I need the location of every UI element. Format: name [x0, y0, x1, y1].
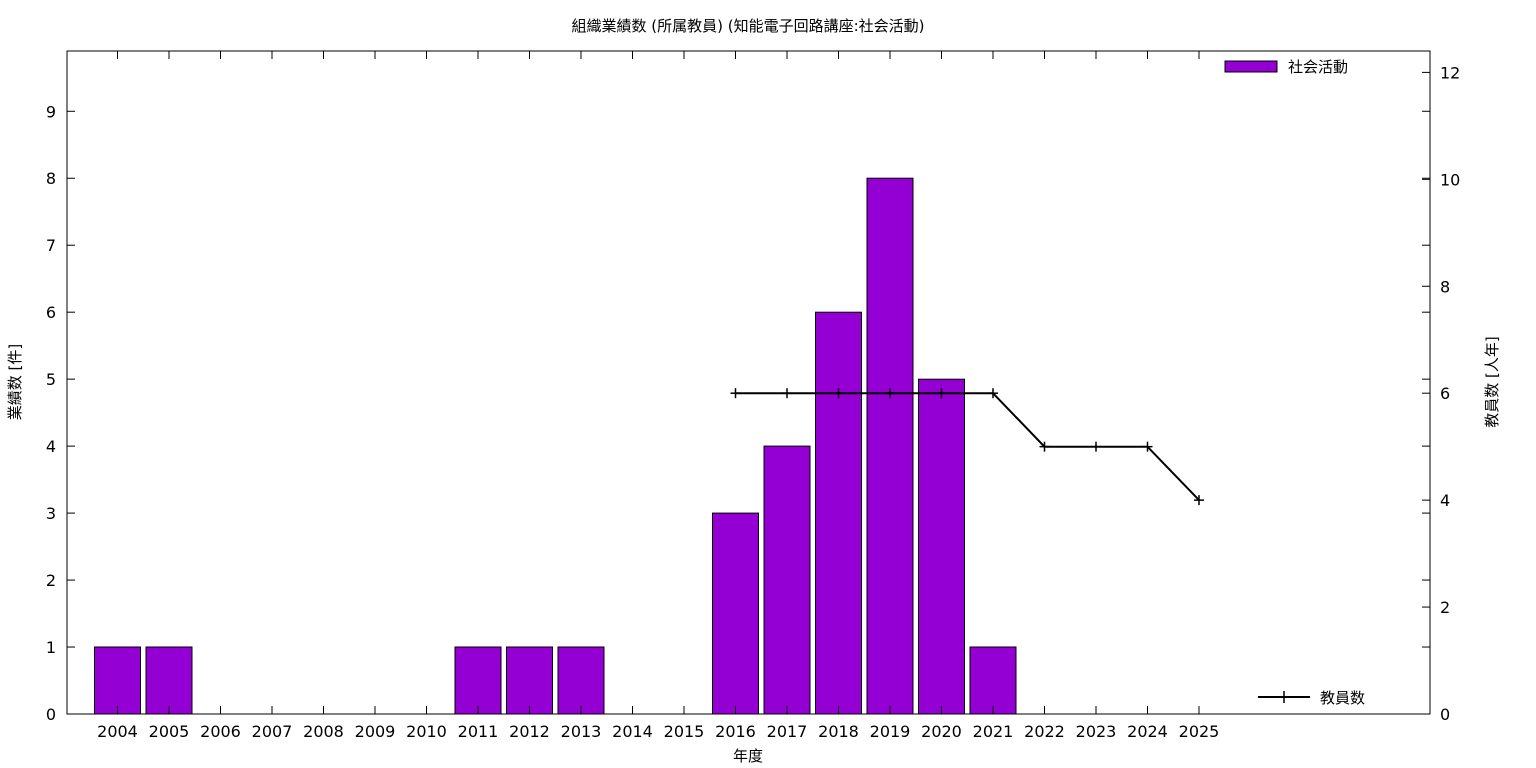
chart-title: 組織業績数 (所属教員) (知能電子回路講座:社会活動) — [571, 17, 924, 35]
bar-group — [94, 177, 1017, 715]
bar-2017 — [763, 445, 811, 715]
legend-bar-label: 社会活動 — [1288, 58, 1348, 76]
y2-tick-label-0: 0 — [1440, 705, 1450, 724]
x-tick-label-2023: 2023 — [1076, 722, 1117, 741]
x-tick-label-2016: 2016 — [715, 722, 756, 741]
bar-2005 — [145, 646, 193, 715]
y2-tick-label-2: 2 — [1440, 598, 1450, 617]
y-tick-label-7: 7 — [46, 236, 56, 255]
teacher-line — [735, 392, 1200, 501]
bar-2016 — [712, 512, 759, 715]
x-tick-label-2008: 2008 — [303, 722, 344, 741]
x-tick-label-2019: 2019 — [870, 722, 911, 741]
bar-2012 — [506, 646, 553, 715]
bar-2013 — [557, 646, 605, 715]
legend-bar: 社会活動 — [1224, 58, 1348, 76]
y-tick-label-4: 4 — [46, 437, 56, 456]
bar-2004 — [94, 646, 141, 715]
y-tick-label-2: 2 — [46, 571, 56, 590]
x-tick-label-2020: 2020 — [921, 722, 962, 741]
y-tick-label-8: 8 — [46, 169, 56, 188]
bar-2021 — [969, 646, 1017, 715]
legend-bar-swatch — [1224, 60, 1278, 73]
x-tick-label-2006: 2006 — [200, 722, 241, 741]
y-tick-label-6: 6 — [46, 303, 56, 322]
bar-2018 — [815, 311, 862, 715]
y-tick-label-5: 5 — [46, 370, 56, 389]
x-tick-label-2014: 2014 — [612, 722, 653, 741]
x-axis-label: 年度 — [733, 747, 763, 765]
y2-tick-label-10: 10 — [1440, 170, 1460, 189]
legend-line: 教員数 — [1258, 689, 1365, 707]
x-tick-label-2010: 2010 — [406, 722, 447, 741]
legend-line-label: 教員数 — [1320, 689, 1365, 707]
x-tick-label-2009: 2009 — [355, 722, 396, 741]
bar-2019 — [866, 177, 914, 715]
x-tick-label-2013: 2013 — [561, 722, 602, 741]
x-tick-label-2017: 2017 — [767, 722, 808, 741]
x-tick-label-2004: 2004 — [97, 722, 138, 741]
y-tick-label-3: 3 — [46, 504, 56, 523]
y2-tick-label-6: 6 — [1440, 384, 1450, 403]
y-axis-label: 業績数 [件] — [6, 344, 24, 420]
bar-2020 — [918, 378, 965, 715]
x-tick-label-2025: 2025 — [1179, 722, 1220, 741]
plot-frame — [66, 50, 1431, 715]
y-tick-label-0: 0 — [46, 705, 56, 724]
y-tick-label-9: 9 — [46, 102, 56, 121]
bar-2011 — [454, 646, 502, 715]
x-tick-label-2018: 2018 — [818, 722, 859, 741]
y2-tick-label-12: 12 — [1440, 63, 1460, 82]
teacher-line-group — [730, 388, 1204, 506]
y-tick-label-1: 1 — [46, 638, 56, 657]
x-tick-label-2011: 2011 — [458, 722, 499, 741]
x-tick-label-2021: 2021 — [973, 722, 1014, 741]
y2-tick-label-8: 8 — [1440, 277, 1450, 296]
x-tick-label-2024: 2024 — [1127, 722, 1168, 741]
x-tick-label-2007: 2007 — [252, 722, 293, 741]
y2-axis-label: 教員数 [人年] — [1483, 336, 1501, 427]
x-tick-label-2022: 2022 — [1024, 722, 1065, 741]
x-tick-label-2005: 2005 — [149, 722, 190, 741]
y2-tick-label-4: 4 — [1440, 491, 1450, 510]
x-tick-label-2015: 2015 — [664, 722, 705, 741]
x-tick-label-2012: 2012 — [509, 722, 550, 741]
